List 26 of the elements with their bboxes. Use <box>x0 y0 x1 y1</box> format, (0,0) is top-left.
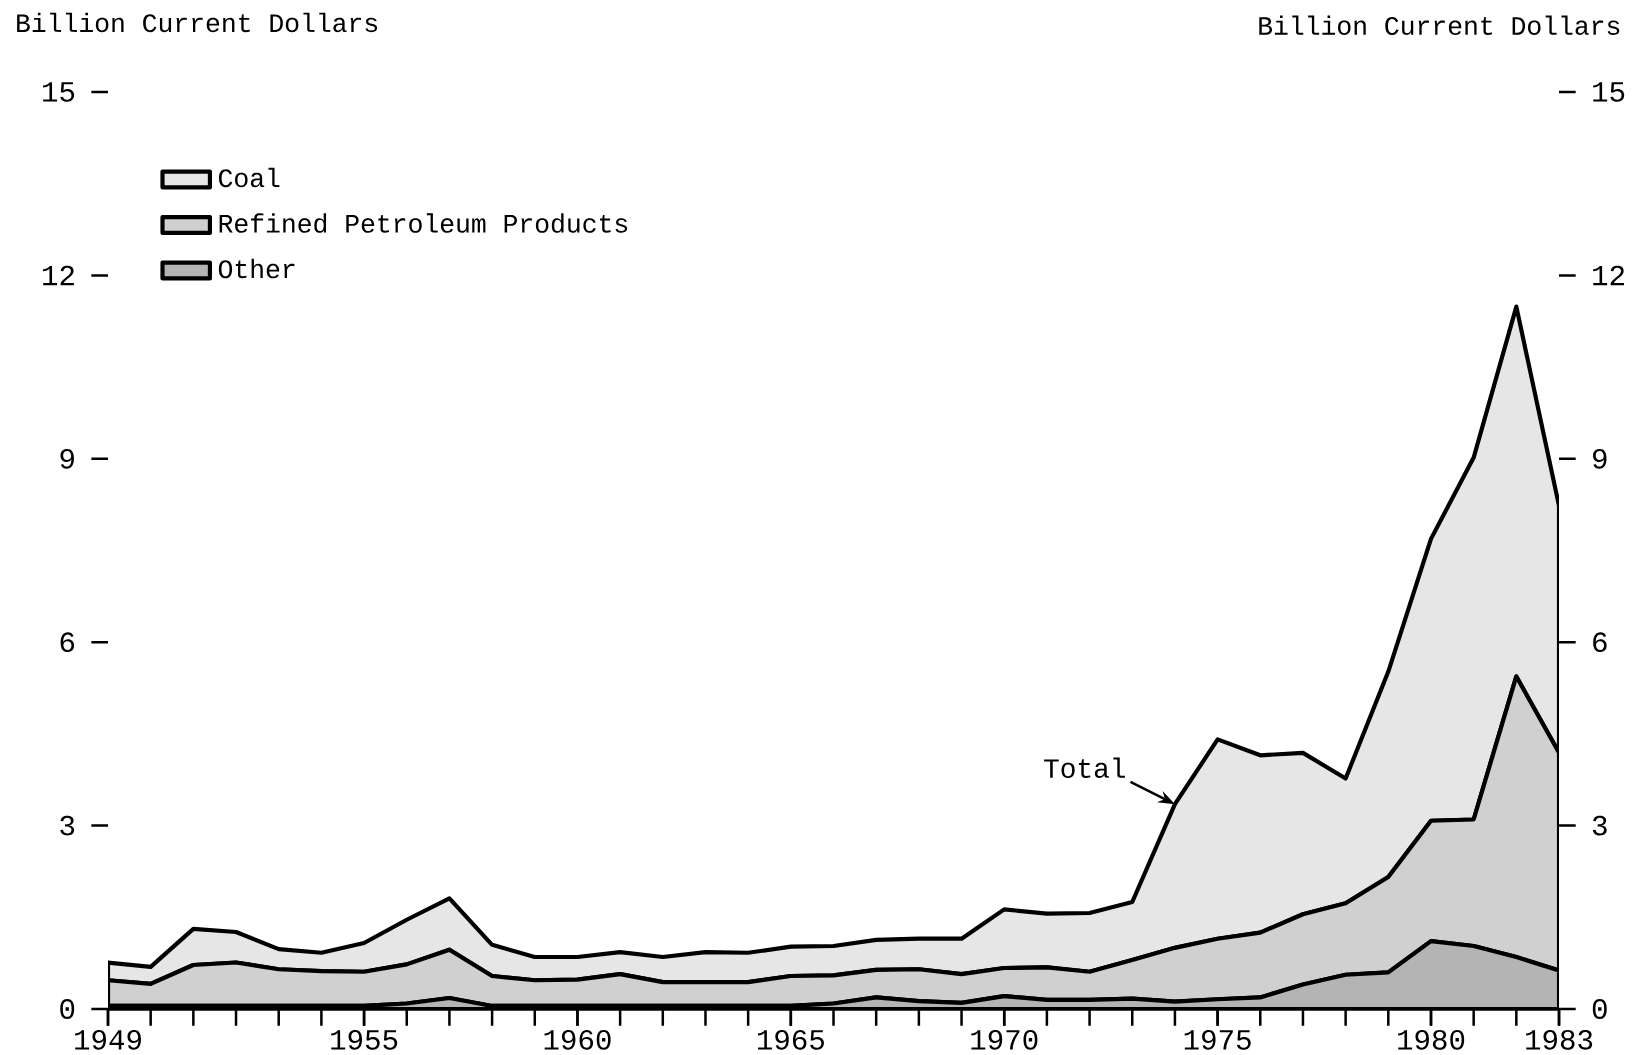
legend-label: Coal <box>219 167 280 188</box>
y-axis-title: Billion Current Dollars <box>17 12 378 33</box>
y-tick-label: 9 <box>60 448 74 469</box>
x-tick-label: 1975 <box>1184 1029 1251 1050</box>
x-tick-label: 1955 <box>331 1029 398 1050</box>
y2-tick-label: 15 <box>1593 82 1625 102</box>
y2-axis-title: Billion Current Dollars <box>1259 15 1620 35</box>
annotation: Total <box>1044 757 1125 778</box>
y2-tick-label: 12 <box>1593 265 1624 286</box>
x-tick-label: 1983 <box>1526 1029 1593 1050</box>
legend-label: Refined Petroleum Products <box>219 213 628 233</box>
y-tick-label: 12 <box>43 265 74 286</box>
y2-tick-label: 3 <box>1592 815 1607 836</box>
x-tick-label: 1949 <box>75 1029 141 1050</box>
y2-tick-label: 6 <box>1593 632 1607 653</box>
y2-tick-label: 9 <box>1593 448 1607 469</box>
x-tick-label: 1960 <box>544 1029 611 1050</box>
y-tick-label: 6 <box>60 632 75 653</box>
y2-tick-label: 0 <box>1592 999 1607 1019</box>
x-tick-label: 1965 <box>757 1029 824 1050</box>
y-tick-label: 3 <box>60 815 75 836</box>
x-tick-label: 1970 <box>971 1029 1038 1050</box>
x-tick-label: 1980 <box>1398 1029 1465 1050</box>
legend-label: Other <box>218 258 295 279</box>
y-tick-label: 15 <box>43 82 75 102</box>
y-tick-label: 0 <box>60 999 75 1019</box>
